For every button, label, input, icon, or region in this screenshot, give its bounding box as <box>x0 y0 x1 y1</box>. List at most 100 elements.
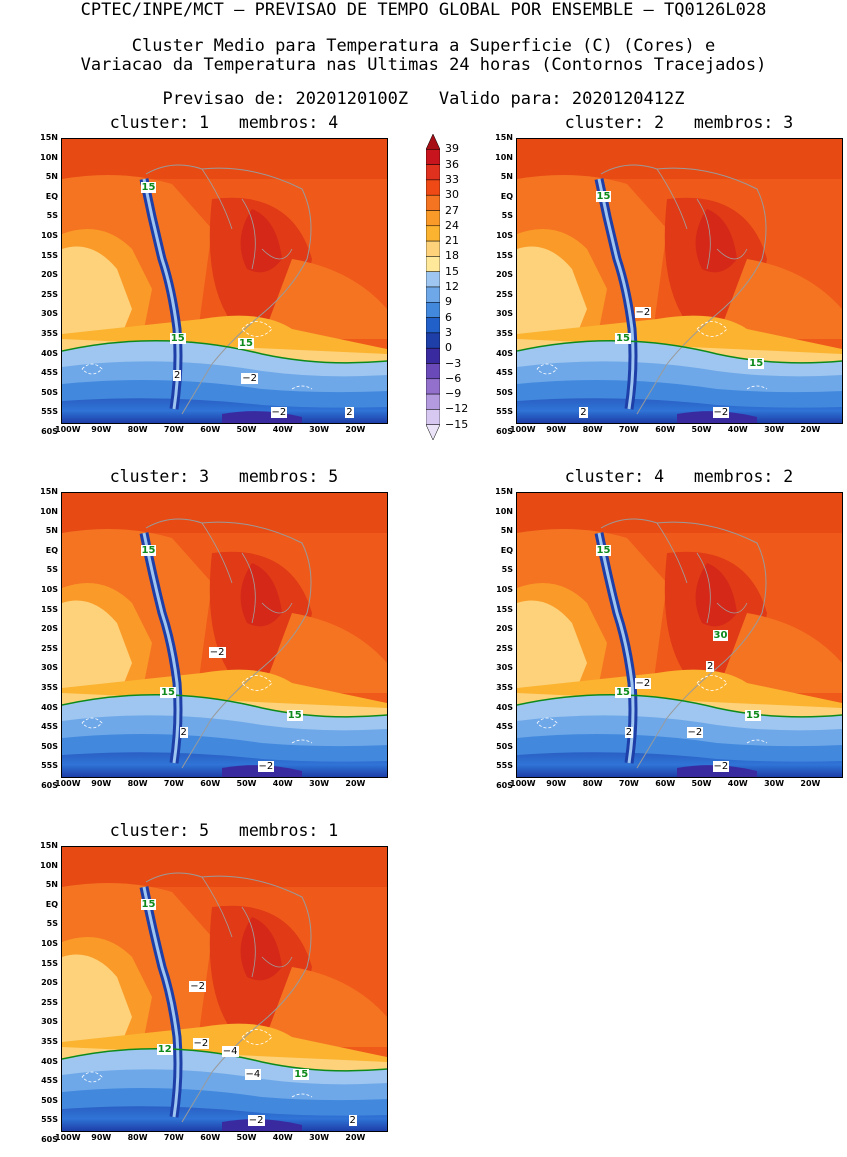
colorbar-label: 30 <box>445 188 459 202</box>
colorbar-swatch <box>426 225 440 242</box>
colorbar-label: 6 <box>445 310 452 324</box>
lon-tick-label: 40W <box>727 779 748 788</box>
colorbar-label: 39 <box>445 142 459 156</box>
lon-tick-label: 70W <box>618 425 639 434</box>
colorbar-swatch <box>426 240 440 257</box>
contour-label: 15 <box>140 182 157 194</box>
lat-tick-label: 10S <box>41 231 58 240</box>
lat-tick-label: 35S <box>496 329 513 338</box>
lon-tick-label: 90W <box>91 779 112 788</box>
contour-label: −2 <box>634 678 652 690</box>
lat-tick-label: 30S <box>41 663 58 673</box>
colorbar-label: −3 <box>445 356 462 370</box>
lon-tick-label: 50W <box>236 1133 257 1142</box>
lon-tick-label: 80W <box>127 1133 148 1142</box>
lat-tick-label: 5N <box>45 172 58 182</box>
lat-tick-label: 20S <box>496 270 513 280</box>
lat-tick-label: 10N <box>495 152 513 162</box>
header-line-3: Variacao da Temperatura nas Ultimas 24 h… <box>80 55 767 75</box>
contour-label: 15 <box>169 332 186 344</box>
contour-label: −2 <box>270 406 288 418</box>
lat-tick-label: EQ <box>45 545 58 555</box>
panel-title-2: cluster: 2 membros: 3 <box>564 113 794 132</box>
colorbar <box>426 134 440 440</box>
map-panel-4: 15 30 2 −2 15 15 2 −2 −2 <box>516 492 843 778</box>
lat-tick-label: 10S <box>41 939 58 948</box>
lat-tick-label: 20S <box>41 624 58 634</box>
lon-tick-label: 90W <box>546 425 567 434</box>
lat-tick-label: 5N <box>45 526 58 536</box>
lat-tick-label: 15N <box>40 133 58 142</box>
lon-tick-label: 60W <box>200 779 221 788</box>
lon-tick-label: 100W <box>510 779 536 788</box>
colorbar-swatch <box>426 179 440 196</box>
lon-tick-label: 20W <box>800 779 821 788</box>
colorbar-swatch <box>426 194 440 211</box>
contour-label: 15 <box>140 544 157 556</box>
colorbar-swatch <box>426 424 440 440</box>
lat-tick-label: EQ <box>45 191 58 201</box>
lat-tick-label: 25S <box>496 289 513 299</box>
lat-tick-label: 20S <box>496 624 513 634</box>
lat-tick-label: 35S <box>41 329 58 338</box>
lon-tick-label: 100W <box>55 1133 81 1142</box>
lon-tick-label: 80W <box>582 779 603 788</box>
colorbar-label: −15 <box>445 417 469 431</box>
lat-tick-label: 10N <box>40 152 58 162</box>
lon-tick-label: 30W <box>309 779 330 788</box>
map-panel-3: 15 −2 15 15 2 −2 <box>61 492 388 778</box>
lat-tick-label: 20S <box>41 270 58 280</box>
lat-tick-label: 60S <box>41 781 58 790</box>
contour-label: −2 <box>257 760 275 772</box>
lat-tick-label: 35S <box>41 683 58 692</box>
lon-tick-label: 40W <box>727 425 748 434</box>
lat-tick-label: 45S <box>41 368 58 378</box>
contour-label: 15 <box>748 358 765 370</box>
lat-tick-label: 5N <box>500 172 513 182</box>
lat-tick-label: 10N <box>40 506 58 516</box>
contour-label: 30 <box>712 630 729 641</box>
lon-tick-label: 80W <box>582 425 603 434</box>
lat-tick-label: 40S <box>496 348 513 358</box>
lat-tick-label: 25S <box>41 643 58 653</box>
contour-label: 2 <box>706 661 715 673</box>
lat-tick-label: 60S <box>496 427 513 436</box>
lat-tick-label: 5S <box>46 565 58 575</box>
lon-tick-label: 20W <box>345 425 366 434</box>
lon-tick-label: 70W <box>618 779 639 788</box>
lon-tick-label: 70W <box>163 779 184 788</box>
lat-tick-label: 55S <box>41 1115 58 1125</box>
header-line-2: Cluster Medio para Temperatura a Superfi… <box>131 36 716 56</box>
lat-tick-label: 40S <box>41 702 58 712</box>
lat-tick-label: 5N <box>45 880 58 890</box>
lon-tick-label: 80W <box>127 779 148 788</box>
contour-label: 15 <box>615 686 631 698</box>
colorbar-swatch <box>426 256 440 272</box>
lat-tick-label: 40S <box>41 1056 58 1066</box>
lat-tick-label: 15N <box>495 133 513 142</box>
contour-label: −2 <box>686 726 704 738</box>
lat-tick-label: 15N <box>40 841 58 850</box>
lon-tick-label: 40W <box>272 779 293 788</box>
colorbar-swatch <box>426 378 440 395</box>
contour-label: −2 <box>712 760 730 772</box>
lon-tick-label: 30W <box>764 425 785 434</box>
lat-tick-label: 40S <box>496 702 513 712</box>
lat-tick-label: 5S <box>501 211 513 221</box>
colorbar-swatch <box>426 393 440 410</box>
lon-tick-label: 30W <box>764 779 785 788</box>
lon-tick-label: 20W <box>800 425 821 434</box>
lat-tick-label: 15S <box>41 250 58 260</box>
lon-tick-label: 100W <box>55 425 81 434</box>
lon-tick-label: 60W <box>655 779 676 788</box>
colorbar-label: 18 <box>445 249 459 263</box>
colorbar-swatch <box>426 210 440 227</box>
lon-tick-label: 50W <box>236 425 257 434</box>
contour-label: 15 <box>595 544 612 556</box>
lat-tick-label: 15S <box>496 604 513 614</box>
header-line-1: CPTEC/INPE/MCT — PREVISAO DE TEMPO GLOBA… <box>80 0 767 20</box>
colorbar-label: 21 <box>445 234 459 248</box>
lon-tick-label: 90W <box>546 779 567 788</box>
map-panel-1: 15 15 15 2 −2 −2 2 <box>61 138 388 424</box>
lat-tick-label: 55S <box>41 761 58 771</box>
